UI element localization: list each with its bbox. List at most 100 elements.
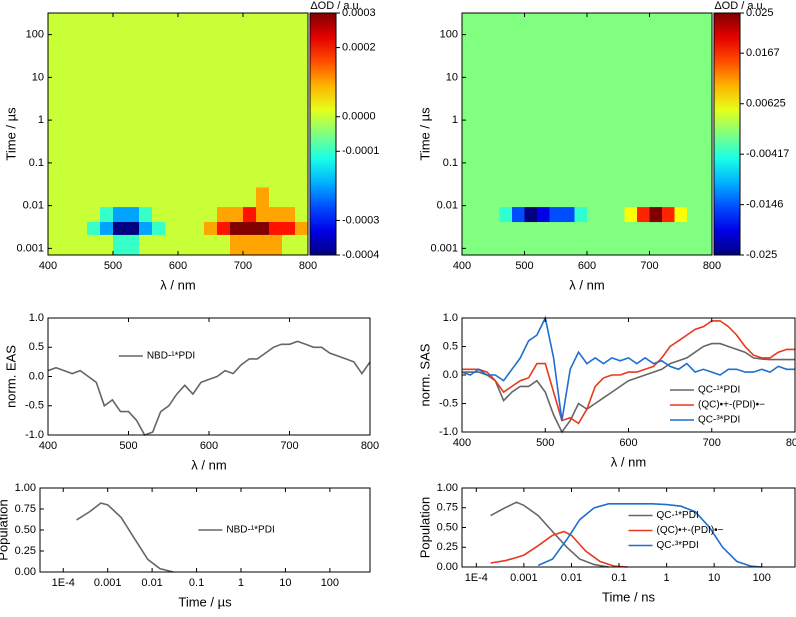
heat-cell <box>462 186 475 208</box>
x-tick-label: 800 <box>703 260 721 272</box>
heat-cell <box>165 221 179 235</box>
heat-cell <box>152 111 166 155</box>
heat-cell <box>662 111 675 155</box>
heat-cell <box>474 62 488 113</box>
y-axis-label: norm. EAS <box>3 345 18 408</box>
heat-cell <box>87 62 101 113</box>
heat-cell <box>499 13 513 63</box>
heat-cell <box>599 154 613 188</box>
heat-cell <box>100 62 114 113</box>
heat-cell <box>487 206 500 223</box>
heat-cell <box>126 234 140 256</box>
heat-cell <box>48 111 62 155</box>
heat-cell <box>674 234 688 256</box>
x-tick-label: 500 <box>536 437 554 449</box>
heat-cell <box>649 154 663 188</box>
heat-cell <box>524 234 538 256</box>
colorbar-tick-label: 0.025 <box>746 7 774 19</box>
heat-cell <box>662 206 675 223</box>
heat-cell <box>139 221 153 235</box>
heat-cell <box>256 234 270 256</box>
heat-cell <box>524 62 538 113</box>
heat-cell <box>587 62 600 113</box>
heat-cell <box>462 13 475 63</box>
heat-cell <box>178 62 192 113</box>
colorbar <box>309 12 337 256</box>
heat-cell <box>499 111 513 155</box>
heat-cell <box>699 221 713 235</box>
heat-cell <box>562 234 575 256</box>
heat-cell <box>474 206 488 223</box>
heat-cell <box>637 234 650 256</box>
x-tick-label: 600 <box>578 260 596 272</box>
heat-cell <box>191 234 205 256</box>
heat-cell <box>512 206 525 223</box>
heat-cell <box>612 206 625 223</box>
heat-cell <box>524 221 538 235</box>
heat-cell <box>624 186 638 208</box>
heat-cell <box>587 13 600 63</box>
heat-cell <box>282 13 296 63</box>
heat-cell <box>587 111 600 155</box>
heat-cell <box>204 13 218 63</box>
legend-label: (QC)•+-(PDI)•− <box>698 400 765 411</box>
heat-cell <box>126 221 140 235</box>
heat-cell <box>637 186 650 208</box>
heat-cell <box>512 62 525 113</box>
y-tick-label: 100 <box>440 29 458 41</box>
heat-cell <box>599 13 613 63</box>
heat-cell <box>295 13 309 63</box>
heat-cell <box>48 13 62 63</box>
heat-cell <box>462 206 475 223</box>
heat-cell <box>113 186 127 208</box>
y-tick-label: 0.75 <box>437 502 458 514</box>
x-tick-label: 500 <box>104 260 122 272</box>
y-tick-label: 0.5 <box>443 340 458 352</box>
heat-cell <box>48 206 62 223</box>
x-tick-label: 0.001 <box>510 572 538 584</box>
heat-cell <box>295 221 309 235</box>
heat-cell <box>230 206 244 223</box>
heat-cell <box>599 234 613 256</box>
heat-cell <box>649 234 663 256</box>
heat-cell <box>204 154 218 188</box>
heat-cell <box>574 13 588 63</box>
y-axis-label: Time / µs <box>3 107 18 161</box>
heat-cell <box>487 221 500 235</box>
y-tick-label: 0.25 <box>437 541 458 553</box>
y-tick-label: -1.0 <box>439 426 458 438</box>
x-tick-label: 10 <box>279 577 291 589</box>
y-tick-label: 0.00 <box>15 566 36 578</box>
heat-cell <box>687 234 700 256</box>
heat-cell <box>512 186 525 208</box>
heat-cell <box>537 221 550 235</box>
x-tick-label: 600 <box>619 437 637 449</box>
heat-cell <box>295 206 309 223</box>
heat-cell <box>217 13 231 63</box>
heat-cell <box>139 234 153 256</box>
x-axis-label: λ / nm <box>191 457 226 472</box>
heat-cell <box>537 234 550 256</box>
heat-cell <box>61 62 75 113</box>
heat-cell <box>165 154 179 188</box>
heat-cell <box>230 234 244 256</box>
heat-cell <box>87 13 101 63</box>
x-tick-label: 800 <box>786 437 796 449</box>
heat-cell <box>269 154 283 188</box>
heat-cell <box>87 206 101 223</box>
y-tick-label: 0.1 <box>29 157 44 169</box>
x-tick-label: 700 <box>280 440 298 452</box>
heat-cell <box>191 13 205 63</box>
heat-cell <box>113 206 127 223</box>
heat-cell <box>100 13 114 63</box>
heat-cell <box>574 186 588 208</box>
heat-cell <box>74 206 88 223</box>
heat-cell <box>699 186 713 208</box>
x-tick-label: 400 <box>453 437 471 449</box>
y-tick-label: 0.001 <box>430 242 458 254</box>
heat-cell <box>662 13 675 63</box>
heat-cell <box>243 154 257 188</box>
heat-cell <box>512 221 525 235</box>
heat-cell <box>152 221 166 235</box>
